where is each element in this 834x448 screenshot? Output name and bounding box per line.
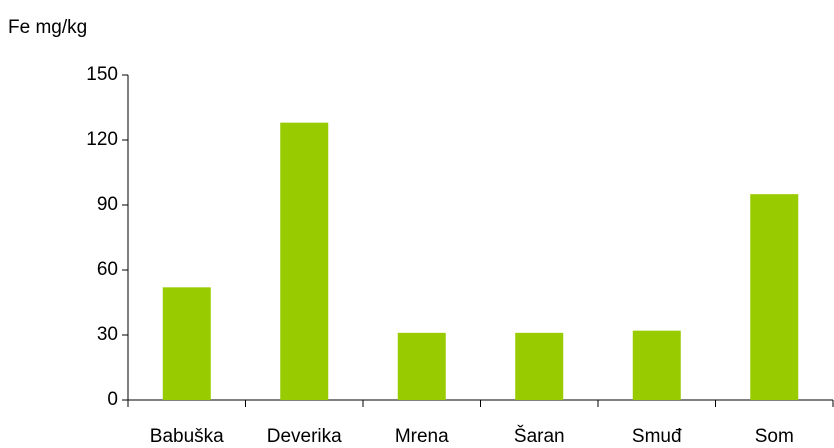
x-tick-label: Som xyxy=(755,426,794,447)
y-tick-label: 60 xyxy=(97,259,118,280)
bar xyxy=(515,332,564,400)
bar xyxy=(280,122,329,401)
bar xyxy=(750,194,799,400)
x-tick-label: Babuška xyxy=(150,426,224,447)
bar xyxy=(397,332,446,400)
x-tick-label: Smuđ xyxy=(632,426,682,447)
y-tick-label: 30 xyxy=(97,324,118,345)
bar xyxy=(162,287,211,400)
y-tick-label: 150 xyxy=(86,64,118,85)
x-tick-label: Mrena xyxy=(395,426,449,447)
y-tick-label: 0 xyxy=(107,389,118,410)
x-tick-label: Deverika xyxy=(267,426,342,447)
y-tick-label: 120 xyxy=(86,129,118,150)
bar xyxy=(632,330,681,400)
y-axis-label: Fe mg/kg xyxy=(8,17,87,38)
x-tick-label: Šaran xyxy=(514,425,565,447)
y-tick-label: 90 xyxy=(97,194,118,215)
